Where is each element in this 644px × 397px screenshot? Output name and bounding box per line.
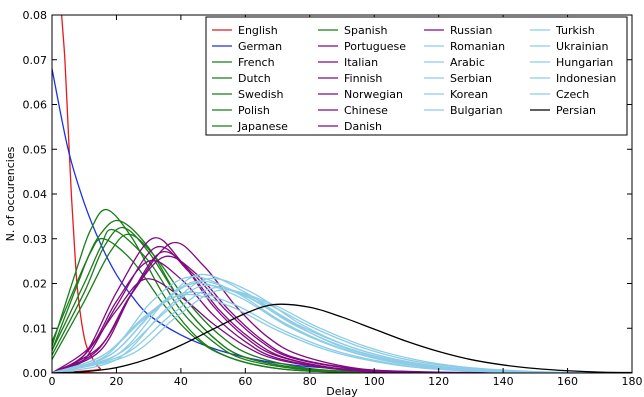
legend-label-persian: Persian [556, 104, 596, 117]
x-tick-label: 180 [622, 375, 643, 388]
legend-label-korean: Korean [450, 88, 488, 101]
legend-label-finnish: Finnish [344, 72, 382, 85]
series-line-swedish [52, 209, 439, 373]
legend-label-czech: Czech [556, 88, 589, 101]
legend-label-danish: Danish [344, 120, 382, 133]
y-axis: 0.00 0.01 0.02 0.03 0.04 0.05 0.06 0.07 0.08 [23, 9, 632, 380]
x-tick-label: 160 [557, 375, 578, 388]
legend: English German French Dutch Swedish Polish Jap… [205, 16, 628, 136]
series-layer [52, 15, 632, 373]
legend-label-italian: Italian [344, 56, 378, 69]
x-tick-label: 40 [174, 375, 188, 388]
legend-label-japanese: Japanese [237, 120, 288, 133]
y-tick-label: 0.02 [23, 278, 48, 291]
x-tick-label: 120 [428, 375, 449, 388]
series-line-danish [52, 278, 471, 373]
x-tick-label: 140 [493, 375, 514, 388]
y-tick-label: 0.06 [23, 99, 48, 112]
legend-label-polish: Polish [238, 104, 270, 117]
y-tick-label: 0.00 [23, 367, 48, 380]
y-tick-label: 0.03 [23, 233, 48, 246]
series-line-hungarian [52, 276, 558, 373]
series-line-serbian [52, 282, 562, 373]
x-axis-label: Delay [326, 385, 358, 397]
legend-label-dutch: Dutch [238, 72, 271, 85]
legend-label-english: English [238, 24, 278, 37]
y-tick-label: 0.04 [23, 188, 48, 201]
legend-label-swedish: Swedish [238, 88, 284, 101]
legend-label-turkish: Turkish [555, 24, 595, 37]
legend-label-ukrainian: Ukrainian [556, 40, 609, 53]
legend-label-spanish: Spanish [344, 24, 387, 37]
legend-label-serbian: Serbian [450, 72, 492, 85]
legend-box [205, 16, 628, 136]
legend-label-german: German [238, 40, 282, 53]
legend-label-indonesian: Indonesian [556, 72, 616, 85]
legend-label-hungarian: Hungarian [556, 56, 613, 69]
legend-label-russian: Russian [450, 24, 492, 37]
series-line-indonesian [52, 289, 591, 373]
series-line-czech [52, 293, 552, 373]
y-tick-label: 0.07 [23, 54, 48, 67]
x-tick-label: 100 [364, 375, 385, 388]
legend-label-bulgarian: Bulgarian [450, 104, 503, 117]
x-tick-label: 20 [109, 375, 123, 388]
x-tick-label: 80 [303, 375, 317, 388]
y-tick-label: 0.01 [23, 322, 48, 335]
y-tick-label: 0.05 [23, 143, 48, 156]
x-tick-label: 60 [238, 375, 252, 388]
legend-label-romanian: Romanian [450, 40, 505, 53]
series-line-persian [52, 303, 632, 373]
legend-label-portuguese: Portuguese [344, 40, 406, 53]
series-line-ukrainian [52, 280, 568, 373]
y-tick-label: 0.08 [23, 9, 48, 22]
legend-label-norwegian: Norwegian [344, 88, 403, 101]
legend-label-arabic: Arabic [450, 56, 485, 69]
legend-label-chinese: Chinese [344, 104, 388, 117]
series-line-spanish [52, 226, 439, 373]
legend-label-french: French [238, 56, 275, 69]
y-axis-label: N. of occurencies [4, 146, 17, 241]
series-line-japanese [52, 237, 439, 373]
x-axis: 0 20 40 60 80 100 120 140 160 180 [49, 15, 643, 388]
x-tick-label: 0 [49, 375, 56, 388]
series-line-russian [52, 251, 484, 373]
